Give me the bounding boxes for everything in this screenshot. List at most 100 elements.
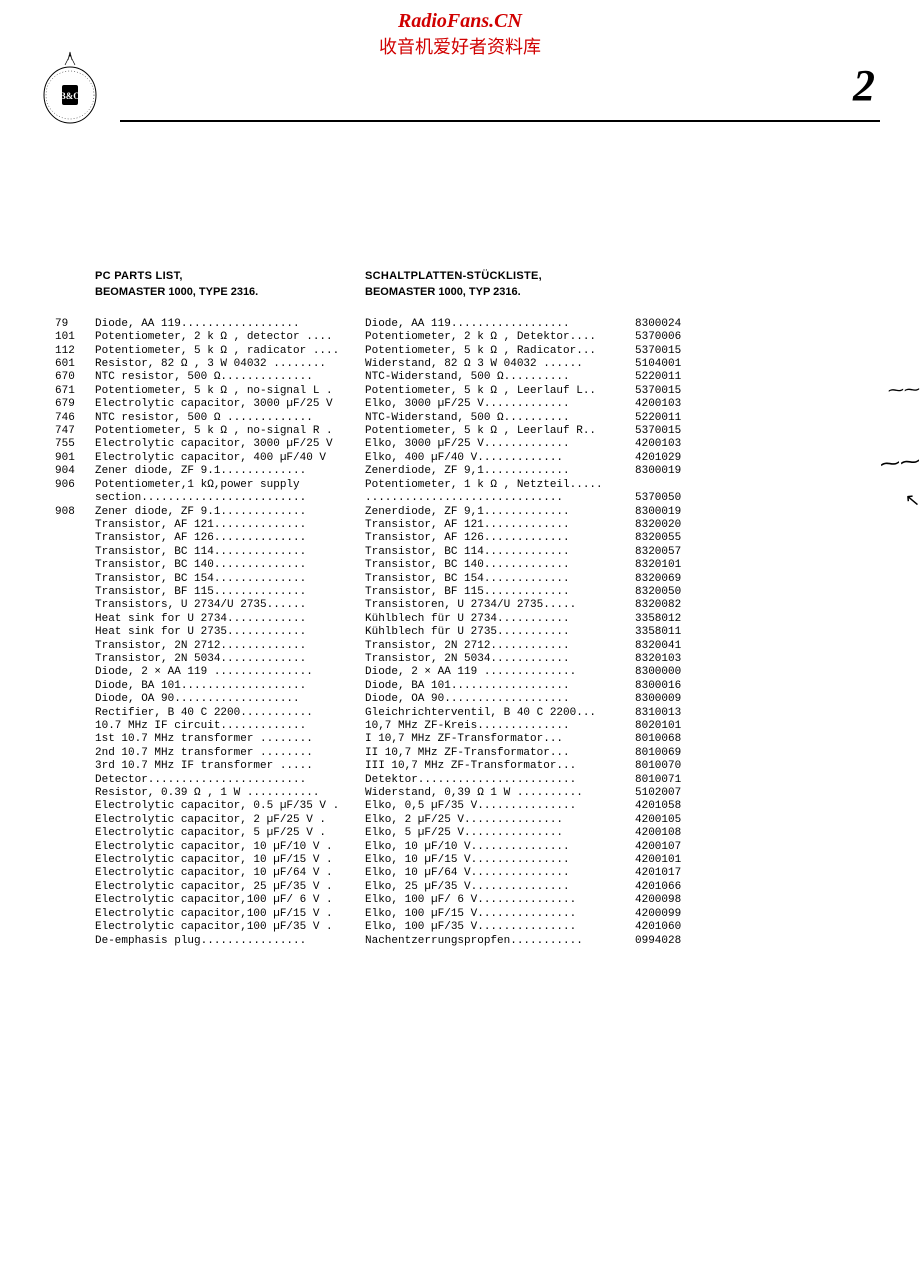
ref-number: 747: [55, 425, 90, 438]
part-number: 4200098: [635, 894, 715, 907]
margin-scribble-2: ⁓⁓: [879, 448, 920, 476]
description-en: Transistor, BC 114..............: [95, 546, 365, 559]
ref-number: [55, 586, 90, 599]
description-de: Kühlblech für U 2734...........: [365, 613, 635, 626]
description-de: Diode, AA 119..................: [365, 318, 635, 331]
part-number: 4201017: [635, 867, 715, 880]
description-de: Potentiometer, 5 k Ω , Radicator...: [365, 345, 635, 358]
description-en: Electrolytic capacitor, 10 µF/10 V .: [95, 841, 365, 854]
ref-number: [55, 867, 90, 880]
part-number: 5370050: [635, 492, 715, 505]
ref-number: [55, 613, 90, 626]
ref-number: [55, 720, 90, 733]
column-reference-number: 79101112601670671679746747755901904906 9…: [55, 270, 90, 948]
description-en: Detector........................: [95, 774, 365, 787]
description-de: Potentiometer, 1 k Ω , Netzteil.....: [365, 479, 635, 492]
ref-number: 906: [55, 479, 90, 492]
parts-list-table: 79101112601670671679746747755901904906 9…: [55, 270, 835, 948]
description-de: 10,7 MHz ZF-Kreis..............: [365, 720, 635, 733]
description-de: Elko, 0,5 µF/35 V...............: [365, 800, 635, 813]
part-number: 8320057: [635, 546, 715, 559]
description-en: Diode, OA 90...................: [95, 693, 365, 706]
description-en: Electrolytic capacitor,100 µF/ 6 V .: [95, 894, 365, 907]
part-number: 5370015: [635, 425, 715, 438]
description-de: ..............................: [365, 492, 635, 505]
column-german-description: SCHALTPLATTEN-STÜCKLISTE, BEOMASTER 1000…: [365, 270, 635, 948]
description-en: Zener diode, ZF 9.1.............: [95, 506, 365, 519]
description-en: Electrolytic capacitor,100 µF/15 V .: [95, 908, 365, 921]
part-number: 4200103: [635, 398, 715, 411]
description-de: Widerstand, 82 Ω 3 W 04032 ......: [365, 358, 635, 371]
ref-number: [55, 559, 90, 572]
description-en: 1st 10.7 MHz transformer ........: [95, 733, 365, 746]
ref-number: [55, 532, 90, 545]
description-de: I 10,7 MHz ZF-Transformator...: [365, 733, 635, 746]
ref-number: [55, 653, 90, 666]
german-title: SCHALTPLATTEN-STÜCKLISTE,: [365, 270, 635, 283]
part-number: 4200103: [635, 438, 715, 451]
description-en: 2nd 10.7 MHz transformer ........: [95, 747, 365, 760]
ref-number: [55, 747, 90, 760]
part-number: 3358012: [635, 613, 715, 626]
description-de: Transistor, BC 154.............: [365, 573, 635, 586]
part-number: 4200108: [635, 827, 715, 840]
description-de: Transistor, 2N 5034............: [365, 653, 635, 666]
description-en: Transistor, BC 154..............: [95, 573, 365, 586]
ref-number: [55, 599, 90, 612]
margin-scribble-1: ⁓⁓: [888, 379, 920, 400]
description-de: Diode, OA 90...................: [365, 693, 635, 706]
page-number: 2: [853, 60, 875, 111]
column-part-number: 8300024537000653700155104001522001153700…: [635, 270, 715, 948]
ref-number: [55, 800, 90, 813]
ref-number: [55, 814, 90, 827]
english-subtitle: BEOMASTER 1000, TYPE 2316.: [95, 286, 365, 299]
ref-number: 601: [55, 358, 90, 371]
part-number: 4201029: [635, 452, 715, 465]
description-de: Detektor........................: [365, 774, 635, 787]
margin-scribble-3: ↖: [904, 489, 920, 511]
watermark-line1: RadioFans.CN: [0, 10, 920, 33]
description-de: II 10,7 MHz ZF-Transformator...: [365, 747, 635, 760]
description-de: Elko, 400 µF/40 V.............: [365, 452, 635, 465]
description-de: Elko, 10 µF/10 V...............: [365, 841, 635, 854]
description-en: Electrolytic capacitor, 3000 µF/25 V: [95, 438, 365, 451]
part-number: 8320020: [635, 519, 715, 532]
description-en: De-emphasis plug................: [95, 935, 365, 948]
description-de: Elko, 5 µF/25 V...............: [365, 827, 635, 840]
part-number: 8320082: [635, 599, 715, 612]
english-title: PC PARTS LIST,: [95, 270, 365, 283]
description-en: Electrolytic capacitor, 25 µF/35 V .: [95, 881, 365, 894]
part-number: 4201060: [635, 921, 715, 934]
description-en: Zener diode, ZF 9.1.............: [95, 465, 365, 478]
description-en: Heat sink for U 2735............: [95, 626, 365, 639]
description-de: Nachentzerrungspropfen...........: [365, 935, 635, 948]
description-en: Diode, BA 101...................: [95, 680, 365, 693]
part-number: 8320055: [635, 532, 715, 545]
part-number: [635, 479, 715, 492]
description-en: Electrolytic capacitor, 400 µF/40 V: [95, 452, 365, 465]
ref-number: [55, 774, 90, 787]
ref-number: 908: [55, 506, 90, 519]
description-en: Potentiometer, 2 k Ω , detector ....: [95, 331, 365, 344]
description-de: Elko, 3000 µF/25 V.............: [365, 398, 635, 411]
ref-number: [55, 626, 90, 639]
description-en: NTC resistor, 500 Ω..............: [95, 371, 365, 384]
ref-number: [55, 881, 90, 894]
part-number: 8320050: [635, 586, 715, 599]
ref-number: [55, 546, 90, 559]
part-number: 5370015: [635, 385, 715, 398]
part-number: 8300019: [635, 506, 715, 519]
description-en: Potentiometer,1 kΩ,power supply: [95, 479, 365, 492]
part-number: 5102007: [635, 787, 715, 800]
part-number: 4200105: [635, 814, 715, 827]
description-en: Electrolytic capacitor, 3000 µF/25 V: [95, 398, 365, 411]
bo-logo-emblem: B&O: [40, 40, 100, 130]
description-de: Transistor, BC 114.............: [365, 546, 635, 559]
description-en: Electrolytic capacitor, 5 µF/25 V .: [95, 827, 365, 840]
part-number: 8300016: [635, 680, 715, 693]
header-horizontal-rule: [120, 120, 880, 122]
description-en: Transistor, 2N 2712.............: [95, 640, 365, 653]
part-number: 8320069: [635, 573, 715, 586]
ref-number: 755: [55, 438, 90, 451]
description-de: Zenerdiode, ZF 9,1.............: [365, 465, 635, 478]
